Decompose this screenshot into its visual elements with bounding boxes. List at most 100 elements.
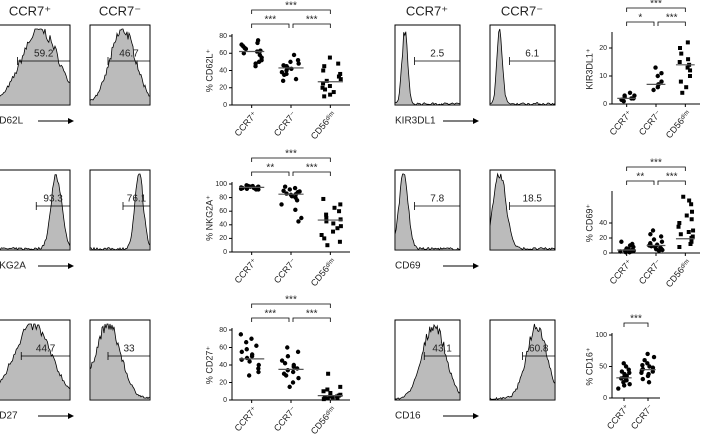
y-tick-label: 0 bbox=[223, 397, 227, 404]
data-point bbox=[677, 60, 682, 64]
significance-label: ** bbox=[636, 172, 644, 183]
data-point bbox=[655, 73, 660, 79]
data-point bbox=[287, 187, 293, 192]
data-point bbox=[689, 239, 694, 244]
y-tick-label: 40 bbox=[599, 220, 607, 227]
marker-label: CD69 bbox=[395, 261, 421, 272]
data-point bbox=[321, 389, 326, 394]
data-point bbox=[243, 340, 249, 345]
data-point bbox=[642, 358, 647, 363]
y-tick-label: 60 bbox=[219, 208, 227, 215]
y-tick-label: 20 bbox=[219, 235, 227, 242]
significance-bracket bbox=[657, 21, 686, 26]
data-point bbox=[321, 397, 326, 402]
data-point bbox=[621, 383, 627, 388]
data-point bbox=[648, 232, 653, 237]
y-tick-label: 60 bbox=[219, 50, 227, 57]
data-point bbox=[687, 198, 692, 203]
marker-label: NKG2A bbox=[0, 261, 26, 272]
data-point bbox=[623, 250, 629, 255]
data-point bbox=[653, 65, 658, 70]
data-point bbox=[324, 78, 329, 83]
data-point bbox=[689, 236, 694, 240]
data-point bbox=[336, 61, 341, 66]
x-tick-label: CCR7⁺ bbox=[608, 257, 635, 286]
significance-bracket bbox=[251, 171, 290, 176]
data-point bbox=[677, 245, 682, 249]
data-point bbox=[691, 228, 696, 233]
data-point bbox=[279, 202, 284, 207]
gate-value: 60.8 bbox=[529, 344, 549, 355]
column-header: CCR7⁺ bbox=[9, 3, 51, 18]
histogram-curve bbox=[0, 28, 71, 106]
y-tick-label: 60 bbox=[219, 344, 227, 351]
data-point bbox=[689, 217, 694, 222]
histogram-curve bbox=[0, 174, 71, 251]
data-point bbox=[322, 94, 327, 99]
data-point bbox=[651, 237, 657, 242]
significance-label: *** bbox=[306, 163, 318, 174]
data-point bbox=[680, 90, 685, 95]
y-tick-label: 80 bbox=[219, 33, 227, 40]
data-point bbox=[285, 354, 291, 359]
significance-bracket bbox=[251, 157, 331, 162]
data-point bbox=[627, 370, 632, 375]
y-tick-label: 40 bbox=[219, 362, 227, 369]
data-point bbox=[285, 368, 290, 373]
data-point bbox=[322, 236, 327, 241]
significance-bracket bbox=[251, 9, 331, 14]
data-point bbox=[687, 74, 692, 78]
y-axis-label: % CD27⁺ bbox=[204, 346, 214, 385]
data-point bbox=[651, 87, 656, 93]
data-point bbox=[649, 244, 654, 249]
data-point bbox=[324, 219, 329, 224]
x-tick-label: CCR7⁻ bbox=[272, 109, 299, 138]
marker-arrowhead bbox=[68, 413, 74, 419]
y-axis-label: % CD62L⁺ bbox=[204, 49, 214, 93]
data-point bbox=[655, 85, 661, 90]
data-point bbox=[685, 40, 690, 45]
significance-bracket bbox=[626, 180, 655, 185]
data-point bbox=[647, 364, 652, 369]
significance-bracket bbox=[292, 23, 331, 28]
data-point bbox=[659, 79, 664, 84]
data-point bbox=[684, 213, 689, 218]
data-point bbox=[328, 391, 333, 395]
data-point bbox=[619, 376, 624, 381]
y-axis-label: % NKG2A⁺ bbox=[204, 195, 214, 241]
data-point bbox=[679, 51, 684, 56]
x-tick-label: CCR7⁻ bbox=[637, 257, 664, 286]
data-point bbox=[320, 85, 325, 90]
data-point bbox=[337, 239, 342, 244]
significance-label: *** bbox=[666, 172, 678, 183]
data-point bbox=[639, 370, 644, 375]
data-point bbox=[296, 61, 301, 66]
significance-label: *** bbox=[285, 295, 297, 306]
histogram-curve bbox=[89, 173, 151, 251]
data-point bbox=[293, 76, 299, 82]
data-point bbox=[328, 92, 333, 97]
significance-label: *** bbox=[306, 309, 318, 320]
y-tick-label: 0 bbox=[223, 102, 227, 109]
significance-bracket bbox=[251, 317, 290, 322]
data-point bbox=[658, 234, 664, 239]
data-point bbox=[244, 347, 249, 352]
data-point bbox=[686, 57, 691, 62]
data-point bbox=[290, 369, 296, 375]
x-tick-label: CCR7⁻ bbox=[629, 402, 656, 431]
significance-label: ** bbox=[266, 163, 274, 174]
data-point bbox=[256, 369, 261, 375]
marker-label: KIR3DL1 bbox=[395, 116, 436, 127]
data-point bbox=[281, 188, 286, 193]
marker-label: CD62L bbox=[0, 116, 24, 127]
data-point bbox=[624, 378, 629, 383]
data-point bbox=[295, 57, 301, 63]
data-point bbox=[256, 59, 262, 65]
data-point bbox=[290, 380, 296, 385]
significance-bracket bbox=[626, 166, 686, 171]
data-point bbox=[659, 71, 664, 76]
data-point bbox=[650, 369, 655, 374]
significance-label: *** bbox=[650, 0, 662, 10]
data-point bbox=[319, 233, 324, 237]
data-point bbox=[627, 90, 633, 96]
